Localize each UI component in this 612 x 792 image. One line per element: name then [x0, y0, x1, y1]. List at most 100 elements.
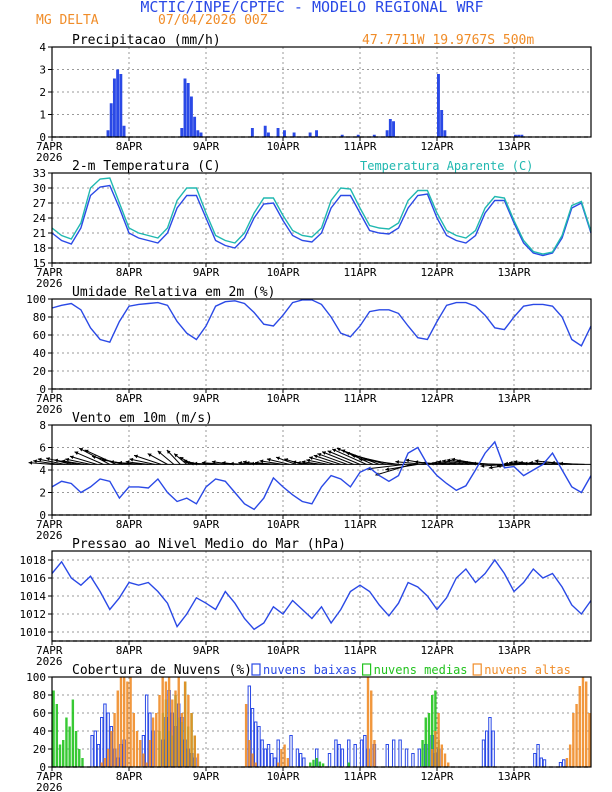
wind-arrow: [523, 462, 553, 465]
wind-arrow: [306, 459, 329, 465]
wind-arrow: [275, 456, 297, 465]
cloud-bar-nuvens-baixas: [260, 739, 264, 768]
panel-title: 2-m Temperatura (C): [72, 159, 221, 174]
precipitation-bar: [199, 132, 203, 137]
wind-arrow-head: [464, 460, 468, 465]
cloud-bar-nuvens-altas: [113, 713, 116, 767]
wind-arrow: [147, 453, 168, 465]
wind-arrow-head: [430, 461, 434, 466]
wind-arrow-head: [472, 461, 476, 466]
chart-marks: [28, 440, 592, 511]
x-tick-label: 11APR: [343, 644, 376, 657]
wind-arrow-head: [254, 460, 259, 465]
cloud-bar-nuvens-altas: [254, 762, 257, 767]
cloud-bar-nuvens-altas: [251, 753, 254, 767]
wind-arrow: [133, 454, 162, 465]
cloud-bar-nuvens-medias: [309, 762, 312, 767]
cloud-bar-nuvens-altas: [110, 731, 113, 767]
y-tick-label: 20: [33, 743, 46, 756]
legend-swatch: [362, 663, 372, 676]
cloud-bar-nuvens-baixas: [266, 744, 271, 768]
x-tick-label: 7APR: [36, 266, 63, 279]
cloud-bar-nuvens-altas: [437, 713, 440, 767]
cloud-bar-nuvens-baixas: [398, 739, 402, 768]
wind-arrow-head: [358, 457, 363, 462]
wind-arrow-head: [54, 458, 59, 463]
x-tick-label: 9APR: [193, 266, 220, 279]
wind-arrow: [327, 450, 361, 465]
cloud-bar-nuvens-baixas: [363, 735, 367, 768]
panels: 0 1 2 3 4 Precipitacao (mm/h) 7APR 8APR 9APR 10AP…: [20, 33, 592, 792]
cloud-bar-nuvens-baixas: [481, 739, 486, 768]
series-line: [51, 558, 592, 631]
cloud-bar-nuvens-baixas: [385, 744, 389, 768]
cloud-bar-nuvens-baixas: [90, 735, 94, 768]
precipitation-bar: [122, 125, 126, 137]
cloud-bar-nuvens-altas: [106, 749, 110, 767]
x-tick-label: 10APR: [266, 644, 299, 657]
cloud-bar-nuvens-baixas: [298, 753, 303, 768]
cloud-bar-nuvens-altas: [572, 713, 575, 767]
precipitation-bar: [112, 78, 116, 137]
y-tick-label: 21: [33, 227, 46, 240]
cloud-bar-nuvens-medias: [427, 713, 431, 767]
wind-arrow-head: [189, 461, 194, 466]
cloud-bar-nuvens-altas: [193, 735, 196, 767]
chart-marks: [51, 558, 592, 631]
chart-panel-1: 0 1 2 3 4 Precipitacao (mm/h) 7APR 8APR 9APR 10AP…: [36, 33, 592, 164]
x-year-label: 2026: [36, 277, 63, 290]
wind-arrow-head: [28, 460, 33, 465]
wind-arrow: [321, 451, 354, 465]
wind-arrow-head: [245, 461, 250, 465]
y-tick-label: 4: [39, 464, 46, 477]
cloud-bar-nuvens-altas: [370, 690, 373, 767]
wind-arrow: [313, 454, 341, 465]
cloud-bar-nuvens-baixas: [334, 739, 338, 768]
y-tick-label: 40: [33, 725, 46, 738]
y-tick-label: 100: [26, 293, 46, 306]
cloud-bar-nuvens-altas: [447, 762, 450, 767]
wind-arrow: [395, 461, 425, 465]
cloud-bar-nuvens-baixas: [270, 753, 274, 768]
cloud-bar-nuvens-altas: [119, 677, 123, 767]
wind-arrow-head: [134, 454, 139, 459]
precipitation-bar: [292, 132, 296, 137]
wind-arrow: [201, 462, 226, 465]
cloud-bar-nuvens-baixas: [488, 717, 492, 768]
wind-arrow-head: [341, 449, 346, 454]
x-tick-label: 13APR: [497, 392, 530, 405]
cloud-bar-nuvens-altas: [434, 731, 437, 767]
wind-arrow-head: [529, 460, 533, 465]
x-tick-label: 8APR: [116, 392, 143, 405]
wind-arrow-head: [284, 458, 289, 462]
wind-arrow-head: [433, 460, 438, 465]
cloud-bar-nuvens-baixas: [411, 753, 415, 768]
panel-title: Vento em 10m (m/s): [72, 411, 213, 426]
x-tick-label: 9APR: [193, 770, 220, 783]
panel-title: Pressao ao Nivel Medio do Mar (hPa): [72, 537, 346, 552]
series-line: [51, 299, 592, 347]
precipitation-bar: [116, 69, 120, 137]
cloud-bar-nuvens-altas: [187, 695, 190, 767]
cloud-bar-nuvens-baixas: [485, 730, 489, 768]
precipitation-bar: [250, 128, 254, 137]
precipitation-bar: [196, 130, 200, 137]
x-tick-label: 10APR: [266, 266, 299, 279]
precipitation-bar: [517, 134, 521, 137]
precipitation-bar: [276, 128, 280, 137]
cloud-bar-nuvens-altas: [276, 762, 280, 767]
wind-arrow-head: [534, 459, 539, 464]
wind-arrow-head: [33, 459, 37, 464]
precipitation-bar: [119, 74, 123, 137]
cloud-bar-nuvens-altas: [171, 699, 174, 767]
series-line: [51, 440, 592, 511]
wind-arrow-head: [259, 459, 264, 464]
cloud-bar-nuvens-altas: [129, 677, 132, 767]
cloud-bar-nuvens-baixas: [254, 721, 258, 768]
cloud-bar-nuvens-altas: [148, 740, 152, 767]
wind-arrow-head: [395, 460, 400, 464]
cloud-bar-nuvens-baixas: [359, 739, 364, 768]
cloud-bar-nuvens-altas: [142, 753, 145, 767]
wind-arrow-head: [221, 461, 226, 465]
precipitation-bar: [437, 74, 440, 137]
